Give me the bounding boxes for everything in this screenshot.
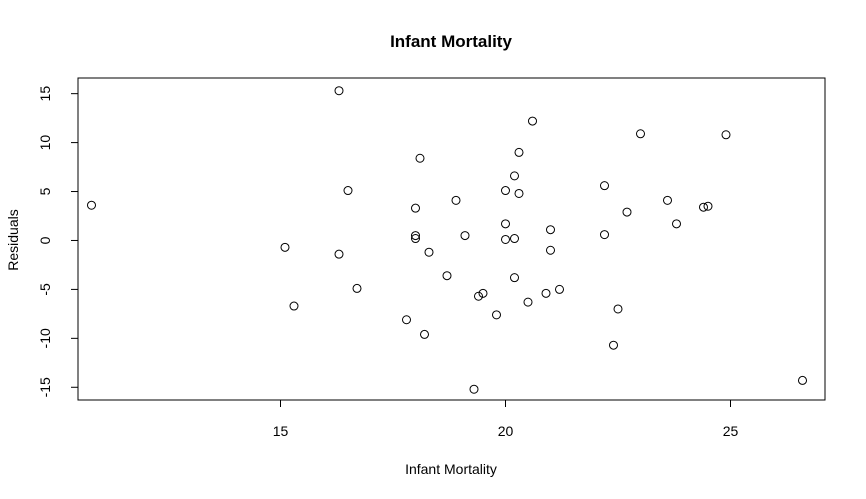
chart-title: Infant Mortality xyxy=(390,32,512,51)
data-points xyxy=(87,86,807,394)
data-point xyxy=(474,291,483,301)
data-point xyxy=(411,234,420,244)
y-tick-label: 0 xyxy=(37,236,53,244)
data-point xyxy=(514,188,524,198)
data-point xyxy=(87,200,96,210)
data-point xyxy=(352,283,362,293)
data-point xyxy=(510,234,519,244)
data-point xyxy=(613,304,623,314)
x-axis: 15 20 25 xyxy=(273,399,739,439)
data-point xyxy=(501,234,510,244)
data-point xyxy=(411,231,420,241)
x-axis-label: Infant Mortality xyxy=(405,461,497,477)
data-point xyxy=(721,130,731,140)
data-point xyxy=(699,202,708,212)
y-tick-label: 10 xyxy=(37,135,53,151)
data-point xyxy=(636,129,645,139)
data-point xyxy=(343,186,353,196)
data-point xyxy=(514,147,524,157)
data-point xyxy=(510,171,519,181)
x-tick-label: 20 xyxy=(498,423,514,439)
data-point xyxy=(451,195,461,205)
y-tick-label: -5 xyxy=(37,283,53,296)
data-point xyxy=(546,225,555,235)
plot-frame xyxy=(77,77,826,401)
data-point xyxy=(523,297,533,307)
data-point xyxy=(442,271,452,281)
data-point xyxy=(541,288,551,298)
data-point xyxy=(501,219,510,229)
data-point xyxy=(672,219,681,229)
data-point xyxy=(501,186,510,196)
data-point xyxy=(600,181,609,191)
data-point xyxy=(402,315,411,325)
data-point xyxy=(424,247,434,257)
y-tick-label: -10 xyxy=(37,328,53,348)
y-tick-label: 5 xyxy=(37,187,53,195)
data-point xyxy=(280,242,290,252)
y-tick-label: 15 xyxy=(37,86,53,102)
data-point xyxy=(334,86,344,96)
data-point xyxy=(510,273,519,283)
y-tick-label: -15 xyxy=(37,377,53,397)
data-point xyxy=(289,301,299,311)
data-point xyxy=(334,249,344,259)
data-point xyxy=(703,201,713,211)
data-point xyxy=(663,195,672,205)
y-axis-label: Residuals xyxy=(5,209,21,270)
data-point xyxy=(478,288,488,298)
data-point xyxy=(492,310,501,320)
data-point xyxy=(411,203,420,213)
data-point xyxy=(609,340,618,350)
data-point xyxy=(420,329,429,339)
x-tick-label: 25 xyxy=(723,423,739,439)
y-axis: -15 -10 -5 0 5 10 15 xyxy=(37,86,79,397)
data-point xyxy=(528,116,537,126)
data-point xyxy=(798,375,807,385)
data-point xyxy=(546,245,555,255)
data-point xyxy=(600,230,609,240)
data-point xyxy=(622,207,632,217)
x-tick-label: 15 xyxy=(273,423,289,439)
data-point xyxy=(415,153,425,163)
data-point xyxy=(555,284,564,294)
data-point xyxy=(460,231,470,241)
data-point xyxy=(469,384,479,394)
